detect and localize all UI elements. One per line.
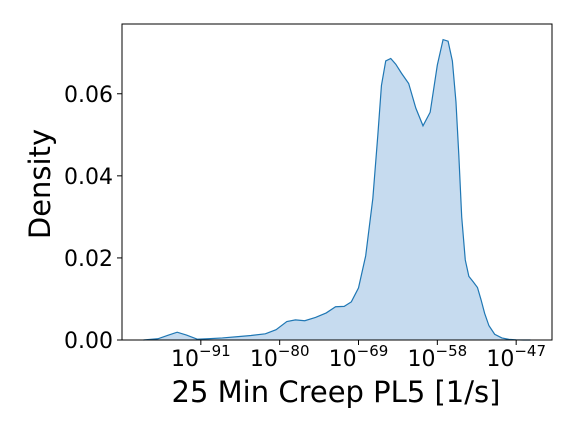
density-curve bbox=[143, 38, 531, 341]
y-axis-label: Density bbox=[23, 129, 57, 239]
x-tick-label: 10−91 bbox=[171, 342, 231, 372]
x-tick-label: 10−69 bbox=[329, 342, 389, 372]
x-tick-label: 10−80 bbox=[250, 342, 310, 372]
density-area-fill bbox=[143, 39, 531, 341]
y-axis-ticks: 0.00 0.02 0.04 0.06 bbox=[64, 83, 122, 354]
x-tick-label: 10−58 bbox=[408, 342, 468, 372]
y-tick-label: 0.04 bbox=[64, 165, 113, 190]
x-tick-label: 10−47 bbox=[486, 342, 546, 372]
x-axis-ticks: 10−91 10−80 10−69 10−58 10−47 bbox=[171, 340, 546, 372]
x-axis-label: 25 Min Creep PL5 [1/s] bbox=[172, 375, 501, 409]
y-tick-label: 0.02 bbox=[64, 247, 113, 272]
plot-frame bbox=[121, 23, 553, 341]
y-tick-label: 0.00 bbox=[64, 329, 113, 354]
y-tick-label: 0.06 bbox=[64, 83, 113, 108]
